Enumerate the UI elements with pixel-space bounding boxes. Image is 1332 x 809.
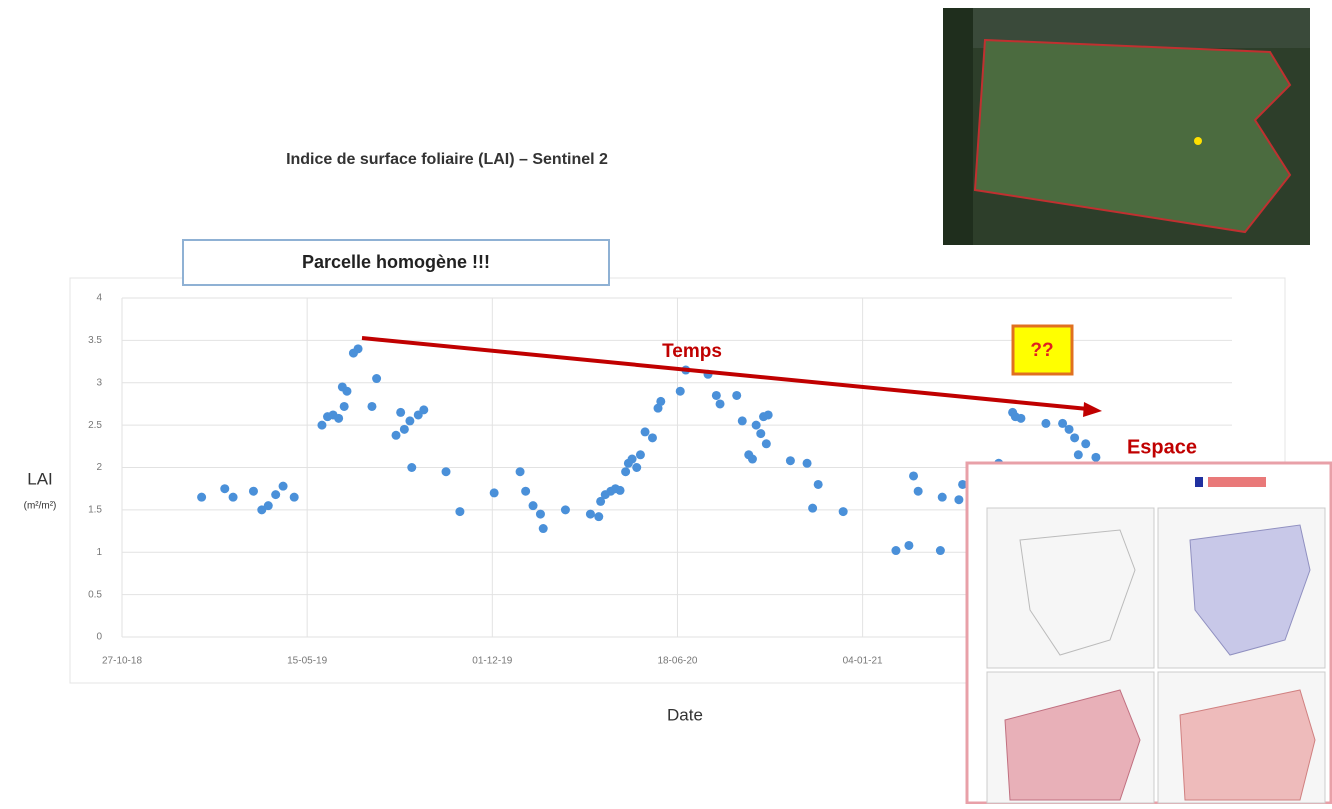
point — [340, 402, 349, 411]
point — [229, 493, 238, 502]
point — [442, 467, 451, 476]
point — [641, 427, 650, 436]
point — [752, 421, 761, 430]
point — [656, 397, 665, 406]
point — [764, 410, 773, 419]
point — [748, 455, 757, 464]
point — [1041, 419, 1050, 428]
y-tick-label: 2.5 — [88, 420, 102, 431]
point — [632, 463, 641, 472]
y-tick-label: 0.5 — [88, 589, 102, 600]
note: Parcelle homogène !!! — [302, 252, 490, 272]
y-tick-label: 4 — [96, 293, 102, 304]
x-tick-label: 01-12-19 — [472, 656, 512, 667]
point — [367, 402, 376, 411]
annotation: Temps — [662, 341, 722, 362]
point — [786, 456, 795, 465]
point — [738, 416, 747, 425]
point — [539, 524, 548, 533]
point — [372, 374, 381, 383]
y-axis-label: LAI — [27, 469, 53, 488]
point — [936, 546, 945, 555]
point — [342, 387, 351, 396]
point — [290, 493, 299, 502]
x-tick-label: 18-06-20 — [657, 656, 697, 667]
point — [586, 510, 595, 519]
point — [220, 484, 229, 493]
annotation: ?? — [1030, 340, 1053, 361]
point — [490, 488, 499, 497]
point — [407, 463, 416, 472]
x-tick-label: 27-10-18 — [102, 656, 142, 667]
point — [594, 512, 603, 521]
satellite-image — [943, 8, 1310, 245]
point — [803, 459, 812, 468]
y-axis-unit: (m²/m²) — [24, 501, 57, 512]
y-tick-label: 3.5 — [88, 335, 102, 346]
point — [529, 501, 538, 510]
point — [536, 510, 545, 519]
point — [756, 429, 765, 438]
point — [954, 495, 963, 504]
point — [405, 416, 414, 425]
point — [1074, 450, 1083, 459]
point — [279, 482, 288, 491]
point — [249, 487, 258, 496]
point — [455, 507, 464, 516]
point — [1070, 433, 1079, 442]
y-tick-label: 1 — [96, 547, 102, 558]
point — [621, 467, 630, 476]
point — [938, 493, 947, 502]
point — [716, 399, 725, 408]
point — [814, 480, 823, 489]
x-tick-label: 15-05-19 — [287, 656, 327, 667]
point — [839, 507, 848, 516]
point — [516, 467, 525, 476]
point — [676, 387, 685, 396]
y-tick-label: 0 — [96, 632, 102, 643]
point — [648, 433, 657, 442]
point — [334, 414, 343, 423]
point — [1016, 414, 1025, 423]
point — [732, 391, 741, 400]
point — [891, 546, 900, 555]
point — [762, 439, 771, 448]
y-tick-label: 3 — [96, 377, 102, 388]
point — [1065, 425, 1074, 434]
point — [271, 490, 280, 499]
slide: Indice de surface foliaire (LAI) – Senti… — [0, 0, 1332, 804]
point — [264, 501, 273, 510]
page: {"chart_data": {"type": "scatter", "titl… — [0, 0, 1332, 809]
point — [909, 471, 918, 480]
point — [419, 405, 428, 414]
x-tick-label: 04-01-21 — [843, 656, 883, 667]
point — [354, 344, 363, 353]
point — [914, 487, 923, 496]
point — [1091, 453, 1100, 462]
title: Indice de surface foliaire (LAI) – Senti… — [286, 151, 608, 168]
point — [521, 487, 530, 496]
point — [712, 391, 721, 400]
point — [904, 541, 913, 550]
point — [197, 493, 206, 502]
point — [616, 486, 625, 495]
point — [1081, 439, 1090, 448]
point — [561, 505, 570, 514]
point — [396, 408, 405, 417]
point — [317, 421, 326, 430]
y-tick-label: 2 — [96, 462, 102, 473]
annotation: Espace — [1127, 436, 1197, 458]
point — [400, 425, 409, 434]
y-tick-label: 1.5 — [88, 505, 102, 516]
inset-maps — [967, 463, 1331, 803]
point — [392, 431, 401, 440]
point — [628, 455, 637, 464]
point — [636, 450, 645, 459]
point — [808, 504, 817, 513]
x-axis-label: Date — [667, 705, 703, 724]
